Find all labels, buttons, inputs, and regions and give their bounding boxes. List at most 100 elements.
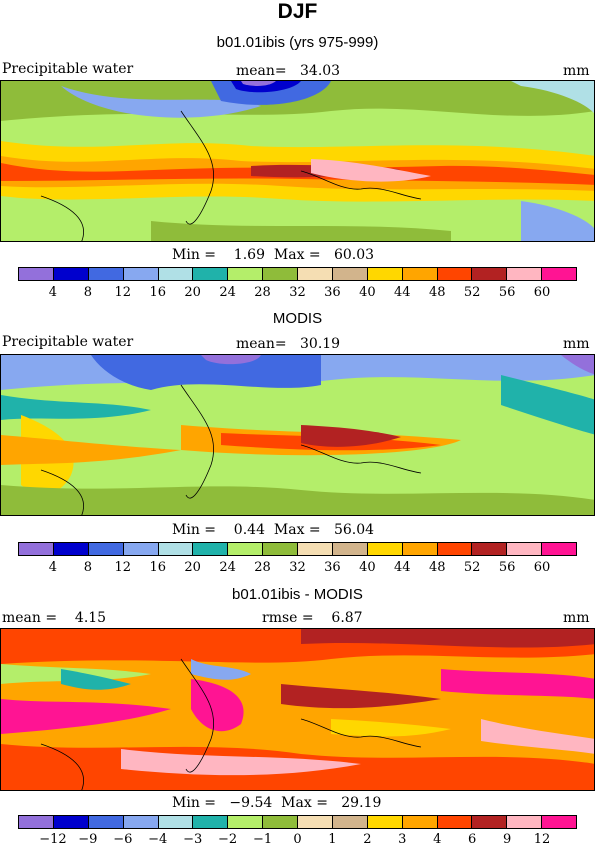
- panel-2-map-field: [1, 355, 594, 515]
- colorbar-tick-label: 44: [394, 285, 411, 300]
- colorbar-swatch: [332, 816, 368, 828]
- colorbar-tick-label: 48: [428, 560, 446, 575]
- colorbar-swatch: [332, 543, 368, 555]
- panel-2-minmax: Min = 0.44 Max = 56.04: [172, 522, 375, 538]
- colorbar-tick-label: 28: [254, 560, 271, 575]
- colorbar-swatch: [193, 543, 229, 555]
- colorbar-swatch: [263, 543, 298, 555]
- colorbar-swatch: [472, 816, 508, 828]
- colorbar-tick-label: 28: [254, 285, 271, 300]
- colorbar-tick-label: 36: [324, 285, 341, 300]
- panel-2-variable-label: Precipitable water: [2, 334, 134, 350]
- colorbar-tick-label: 56: [498, 560, 516, 575]
- panel-2-units-label: mm: [563, 336, 590, 352]
- colorbar-swatch: [298, 268, 333, 280]
- colorbar-swatch: [437, 816, 473, 828]
- colorbar-swatch: [542, 816, 576, 828]
- colorbar-tick-label: 6: [468, 832, 477, 847]
- colorbar-swatch: [402, 816, 438, 828]
- colorbar-swatch: [158, 543, 194, 555]
- colorbar-swatch: [367, 816, 403, 828]
- colorbar-tick-label: −12: [39, 832, 67, 847]
- colorbar-tick-label: 8: [83, 285, 93, 300]
- panel-3-minmax: Min = −9.54 Max = 29.19: [172, 795, 382, 811]
- colorbar-swatch: [158, 816, 194, 828]
- colorbar-swatch: [158, 268, 194, 280]
- panel-2-mean-label: mean= 30.19: [236, 336, 341, 352]
- panel-2-subtitle: MODIS: [272, 310, 323, 327]
- colorbar-tick-label: 0: [293, 832, 302, 847]
- panel-1-colorbar-ticks: 4 8 12 16 20 24 28 32 36 40 44 48 52 56 60: [18, 285, 577, 301]
- colorbar-tick-label: −2: [218, 832, 238, 847]
- colorbar-swatch: [228, 543, 264, 555]
- colorbar-swatch: [193, 268, 229, 280]
- colorbar-swatch: [507, 268, 543, 280]
- colorbar-swatch: [472, 268, 508, 280]
- colorbar-tick-label: 32: [289, 285, 306, 300]
- panel-3-units-label: mm: [563, 610, 590, 626]
- colorbar-tick-label: 12: [114, 285, 132, 300]
- colorbar-swatch: [402, 543, 438, 555]
- colorbar-swatch: [542, 543, 576, 555]
- page-title: DJF: [277, 0, 318, 23]
- panel-3-rmse-label: rmse = 6.87: [262, 610, 363, 626]
- colorbar-tick-label: 52: [463, 560, 481, 575]
- colorbar-tick-label: −9: [78, 832, 98, 847]
- colorbar-tick-label: 4: [433, 832, 442, 847]
- colorbar-tick-label: −6: [113, 832, 133, 847]
- colorbar-swatch: [88, 816, 124, 828]
- colorbar-tick-label: 32: [289, 560, 306, 575]
- colorbar-swatch: [123, 268, 159, 280]
- colorbar-swatch: [19, 816, 54, 828]
- colorbar-swatch: [123, 816, 159, 828]
- colorbar-swatch: [19, 268, 54, 280]
- colorbar-swatch: [193, 816, 229, 828]
- panel-3-map: [0, 628, 595, 791]
- colorbar-swatch: [367, 543, 403, 555]
- colorbar-swatch: [542, 268, 576, 280]
- colorbar-tick-label: −1: [252, 832, 273, 847]
- colorbar-swatch: [437, 268, 473, 280]
- colorbar-swatch: [263, 816, 298, 828]
- colorbar-tick-label: 60: [533, 560, 551, 575]
- colorbar-tick-label: 52: [463, 285, 481, 300]
- colorbar-swatch: [123, 543, 159, 555]
- panel-3-map-field: [1, 629, 594, 790]
- colorbar-tick-label: 20: [184, 285, 201, 300]
- colorbar-swatch: [228, 816, 264, 828]
- colorbar-swatch: [88, 543, 124, 555]
- colorbar-tick-label: 1: [328, 832, 337, 847]
- colorbar-tick-label: 3: [398, 832, 407, 847]
- colorbar-swatch: [53, 543, 89, 555]
- colorbar-swatch: [53, 268, 89, 280]
- panel-1-colorbar: [18, 267, 577, 281]
- colorbar-tick-label: 56: [498, 285, 516, 300]
- panel-3-colorbar: [18, 815, 577, 829]
- colorbar-tick-label: 60: [533, 285, 551, 300]
- panel-1-variable-label: Precipitable water: [2, 61, 134, 77]
- panel-1-subtitle: b01.01ibis (yrs 975-999): [216, 34, 379, 51]
- colorbar-swatch: [298, 543, 333, 555]
- colorbar-swatch: [332, 268, 368, 280]
- colorbar-swatch: [437, 543, 473, 555]
- colorbar-swatch: [263, 268, 298, 280]
- panel-1-map-field: [1, 81, 594, 241]
- colorbar-swatch: [402, 268, 438, 280]
- colorbar-swatch: [507, 543, 543, 555]
- colorbar-tick-label: 8: [83, 560, 93, 575]
- colorbar-swatch: [88, 268, 124, 280]
- panel-2-map: [0, 354, 595, 516]
- panel-1-minmax: Min = 1.69 Max = 60.03: [172, 247, 375, 263]
- colorbar-tick-label: 2: [363, 832, 372, 847]
- colorbar-swatch: [367, 268, 403, 280]
- colorbar-swatch: [19, 543, 54, 555]
- colorbar-tick-label: 44: [394, 560, 411, 575]
- colorbar-tick-label: 40: [359, 560, 376, 575]
- colorbar-tick-label: 36: [324, 560, 341, 575]
- panel-1-mean-label: mean= 34.03: [236, 63, 341, 79]
- colorbar-tick-label: 20: [184, 560, 201, 575]
- colorbar-swatch: [472, 543, 508, 555]
- colorbar-swatch: [507, 816, 543, 828]
- colorbar-tick-label: 4: [48, 285, 58, 300]
- colorbar-tick-label: 9: [502, 832, 512, 847]
